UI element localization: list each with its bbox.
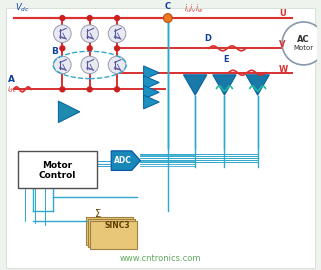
Circle shape [54,25,71,42]
Circle shape [115,87,119,92]
FancyBboxPatch shape [90,221,136,248]
Text: C: C [165,2,171,11]
Polygon shape [58,101,80,123]
Circle shape [163,14,172,22]
Circle shape [81,25,99,42]
Circle shape [60,87,65,92]
Polygon shape [143,76,159,89]
Text: ADC: ADC [114,156,132,165]
Polygon shape [143,95,159,109]
Polygon shape [143,66,159,80]
Text: $i_{dc}$: $i_{dc}$ [7,85,16,96]
Text: V: V [279,40,286,49]
Text: Motor: Motor [293,45,314,51]
Circle shape [60,46,65,51]
Polygon shape [183,75,207,95]
Text: $V_{dc}$: $V_{dc}$ [14,2,29,14]
Text: Control: Control [39,171,76,180]
Text: D: D [204,33,211,42]
Circle shape [60,16,65,21]
Text: AC: AC [297,35,310,44]
Circle shape [282,22,321,65]
Circle shape [108,56,126,74]
Circle shape [81,56,99,74]
Text: A: A [8,75,15,83]
Circle shape [115,46,119,51]
Polygon shape [111,151,141,170]
Text: B: B [51,47,57,56]
Text: W: W [279,65,288,74]
Text: www.cntronics.com: www.cntronics.com [120,254,201,263]
Polygon shape [246,75,269,95]
Circle shape [108,25,126,42]
FancyBboxPatch shape [86,217,133,245]
Text: E: E [223,55,229,64]
Text: $i_u i_v i_w$: $i_u i_v i_w$ [185,2,204,15]
Circle shape [54,56,71,74]
Circle shape [87,46,92,51]
FancyBboxPatch shape [88,219,134,247]
Text: SINC3: SINC3 [104,221,130,229]
Circle shape [87,87,92,92]
Text: Motor: Motor [42,161,73,170]
FancyBboxPatch shape [6,8,315,268]
Circle shape [115,16,119,21]
Text: U: U [279,9,286,18]
Polygon shape [213,75,236,95]
Text: $\Sigma$: $\Sigma$ [94,207,101,219]
Polygon shape [143,85,159,99]
FancyBboxPatch shape [18,151,97,188]
Circle shape [87,16,92,21]
